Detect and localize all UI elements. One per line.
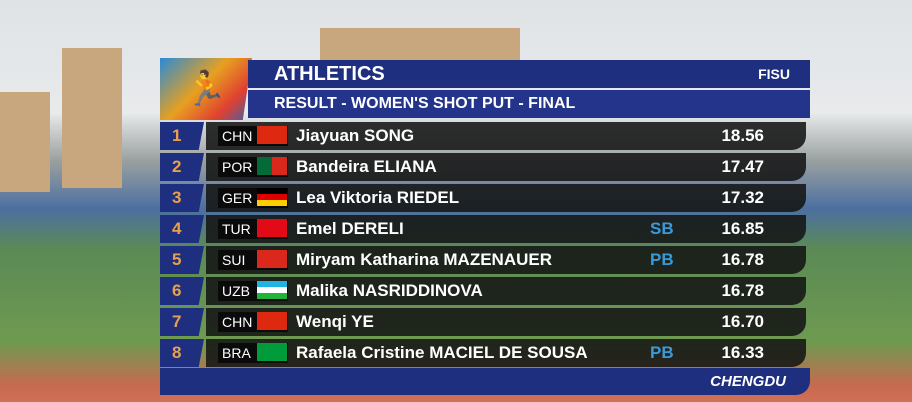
rank: 7 <box>160 308 204 336</box>
runner-icon: 🏃 <box>160 58 252 120</box>
event-subtitle: RESULT - WOMEN'S SHOT PUT - FINAL <box>248 90 810 118</box>
athlete-name: Malika NASRIDDINOVA <box>296 281 483 300</box>
mark-value: 16.33 <box>721 343 764 362</box>
flag-icon <box>257 250 287 268</box>
result-bar: CHN Wenqi YE 16.70 <box>206 308 806 336</box>
result-row: 7 CHN Wenqi YE 16.70 <box>160 308 810 336</box>
athlete-name: Wenqi YE <box>296 312 374 331</box>
result-row: 8 BRA Rafaela Cristine MACIEL DE SOUSA P… <box>160 339 810 367</box>
rank: 6 <box>160 277 204 305</box>
result-row: 6 UZB Malika NASRIDDINOVA 16.78 <box>160 277 810 305</box>
mark-value: 17.32 <box>721 188 764 207</box>
athlete-name: Rafaela Cristine MACIEL DE SOUSA <box>296 343 588 362</box>
mark-value: 16.85 <box>721 219 764 238</box>
record-badge: SB <box>650 219 674 238</box>
location-footer: CHENGDU <box>160 368 810 395</box>
mark-value: 16.78 <box>721 250 764 269</box>
rank: 4 <box>160 215 204 243</box>
result-row: 1 CHN Jiayuan SONG 18.56 <box>160 122 810 150</box>
result-row: 5 SUI Miryam Katharina MAZENAUER PB 16.7… <box>160 246 810 274</box>
rank: 5 <box>160 246 204 274</box>
result-row: 2 POR Bandeira ELIANA 17.47 <box>160 153 810 181</box>
result-bar: GER Lea Viktoria RIEDEL 17.32 <box>206 184 806 212</box>
flag-icon <box>257 126 287 144</box>
flag-icon <box>257 312 287 330</box>
result-bar: BRA Rafaela Cristine MACIEL DE SOUSA PB … <box>206 339 806 367</box>
result-row: 4 TUR Emel DERELI SB 16.85 <box>160 215 810 243</box>
result-bar: SUI Miryam Katharina MAZENAUER PB 16.78 <box>206 246 806 274</box>
athlete-name: Emel DERELI <box>296 219 404 238</box>
rank: 1 <box>160 122 204 150</box>
athlete-name: Jiayuan SONG <box>296 126 415 145</box>
flag-icon <box>257 219 287 237</box>
athlete-name: Miryam Katharina MAZENAUER <box>296 250 552 269</box>
result-bar: CHN Jiayuan SONG 18.56 <box>206 122 806 150</box>
athlete-name: Bandeira ELIANA <box>296 157 437 176</box>
background-building <box>62 48 122 188</box>
result-bar: UZB Malika NASRIDDINOVA 16.78 <box>206 277 806 305</box>
record-badge: PB <box>650 250 674 269</box>
rank: 2 <box>160 153 204 181</box>
flag-icon <box>257 343 287 361</box>
rank: 3 <box>160 184 204 212</box>
mark-value: 18.56 <box>721 126 764 145</box>
mark-value: 16.70 <box>721 312 764 331</box>
record-badge: PB <box>650 343 674 362</box>
background-building <box>0 92 50 192</box>
result-bar: POR Bandeira ELIANA 17.47 <box>206 153 806 181</box>
mark-value: 16.78 <box>721 281 764 300</box>
result-bar: TUR Emel DERELI SB 16.85 <box>206 215 806 243</box>
page-title: ATHLETICS <box>274 63 385 85</box>
mark-value: 17.47 <box>721 157 764 176</box>
fisu-logo: FISU <box>758 66 790 82</box>
flag-icon <box>257 281 287 299</box>
rank: 8 <box>160 339 204 367</box>
result-row: 3 GER Lea Viktoria RIEDEL 17.32 <box>160 184 810 212</box>
athlete-name: Lea Viktoria RIEDEL <box>296 188 460 207</box>
flag-icon <box>257 157 287 175</box>
header-bar: ATHLETICS FISU <box>248 60 810 88</box>
flag-icon <box>257 188 287 206</box>
